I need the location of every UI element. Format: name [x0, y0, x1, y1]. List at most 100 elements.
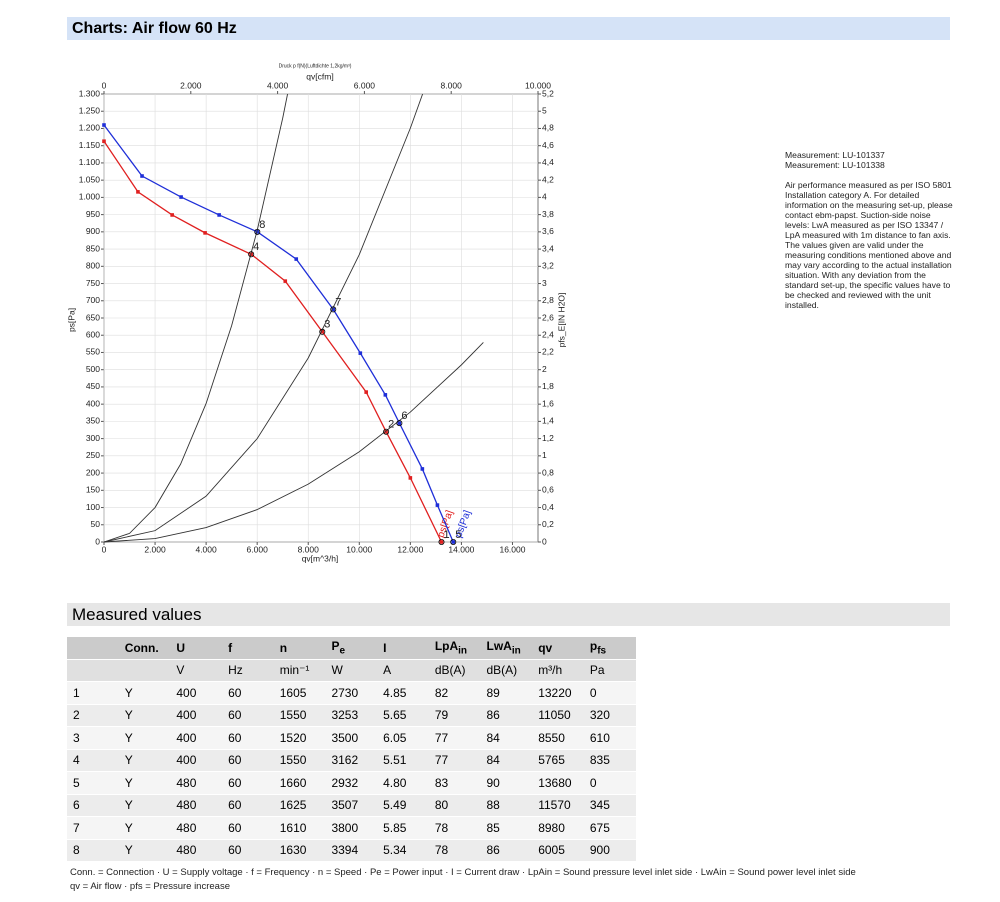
data-point: [383, 393, 388, 397]
data-cell: 88: [480, 794, 533, 816]
data-cell: 3162: [325, 749, 378, 771]
data-point: [102, 123, 106, 127]
y2-tick-label: 0: [542, 536, 547, 546]
operating-point-label: 1: [443, 529, 449, 541]
data-cell: Y: [118, 772, 171, 794]
data-cell: 675: [583, 817, 636, 839]
data-point: [384, 429, 388, 434]
x2-tick-label: 0: [102, 80, 107, 90]
data-cell: 5: [67, 772, 119, 794]
data-cell: 0: [583, 682, 636, 704]
data-cell: 89: [480, 682, 533, 704]
x2-tick-label: 2.000: [180, 80, 202, 90]
x-tick-label: 2.000: [144, 544, 166, 554]
data-cell: 3: [67, 727, 119, 749]
unit-cell: dB(A): [480, 659, 533, 681]
data-cell: 1550: [273, 704, 326, 726]
y2-tick-label: 4,4: [542, 157, 554, 167]
chart: 0501001502002503003504004505005506006507…: [66, 63, 566, 563]
data-point: [451, 540, 456, 544]
data-cell: 8980: [532, 817, 584, 839]
data-cell: 400: [170, 682, 223, 704]
y-tick-label: 350: [86, 416, 100, 426]
data-cell: 86: [480, 704, 533, 726]
header-cell: U: [170, 637, 223, 659]
data-cell: 84: [480, 727, 533, 749]
data-cell: 1550: [273, 749, 326, 771]
y2-tick-label: 2,2: [542, 347, 554, 357]
y2-tick-label: 3,2: [542, 261, 554, 271]
y2-tick-label: 4,6: [542, 140, 554, 150]
header-cell: n: [273, 637, 326, 659]
y-tick-label: 850: [86, 243, 100, 253]
operating-point: [450, 539, 457, 546]
y-tick-label: 1.050: [79, 174, 101, 184]
y2-tick-label: 2,8: [542, 295, 554, 305]
operating-point-label: 6: [401, 410, 407, 422]
y2-tick-label: 2,4: [542, 329, 554, 339]
data-row: 4 Y 400 60 1550 3162 5.51 77 84 5765 835: [67, 749, 636, 771]
footnote: Conn. = Connection · U = Supply voltage …: [70, 866, 856, 894]
data-cell: 1610: [273, 817, 326, 839]
x-tick-label: 10.000: [346, 544, 372, 554]
data-cell: 1625: [273, 794, 326, 816]
operating-point: [248, 251, 255, 258]
y-tick-label: 600: [86, 329, 100, 339]
y2-tick-label: 1,2: [542, 433, 554, 443]
unit-cell: W: [325, 659, 378, 681]
y-axis-label: ps[Pa]: [66, 308, 76, 332]
operating-point: [396, 420, 403, 427]
y-tick-label: 700: [86, 295, 100, 305]
x-axis-label: qv[m^3/h]: [302, 553, 339, 563]
note: Measurement: LU-101338: [785, 160, 885, 170]
data-cell: 3394: [325, 839, 378, 861]
y-tick-label: 300: [86, 433, 100, 443]
operating-point: [383, 428, 390, 435]
y2-tick-label: 2,6: [542, 312, 554, 322]
data-cell: 8: [67, 839, 119, 861]
data-cell: 7: [67, 817, 119, 839]
y2-tick-label: 1,8: [542, 381, 554, 391]
y2-tick-label: 1,6: [542, 398, 554, 408]
data-point: [140, 174, 144, 178]
data-cell: 86: [480, 839, 533, 861]
unit-cell: min⁻¹: [273, 659, 326, 681]
y-tick-label: 450: [86, 381, 100, 391]
data-cell: 85: [480, 817, 533, 839]
y2-tick-label: 0,2: [542, 519, 554, 529]
x2-axis-label: qv[cfm]: [306, 71, 333, 81]
data-cell: 60: [222, 772, 274, 794]
y-tick-label: 150: [86, 485, 100, 495]
y2-tick-label: 5,2: [542, 88, 554, 98]
x2-tick-label: 6.000: [354, 80, 376, 90]
data-cell: 5.85: [377, 817, 429, 839]
data-cell: 4: [67, 749, 119, 771]
y2-tick-label: 0,8: [542, 467, 554, 477]
data-row: 5 Y 480 60 1660 2932 4.80 83 90 13680 0: [67, 772, 636, 794]
data-cell: 400: [170, 749, 223, 771]
data-cell: 5.51: [377, 749, 429, 771]
data-cell: 480: [170, 839, 223, 861]
data-point: [331, 307, 336, 312]
data-point: [102, 139, 106, 144]
data-cell: 11050: [532, 704, 584, 726]
header-text: Conn.: [124, 640, 159, 655]
header-text: LpA: [434, 639, 459, 654]
header-cell: qv: [532, 637, 584, 659]
y2-tick-label: 3: [542, 278, 547, 288]
header-text: p: [589, 639, 598, 654]
data-row: 3 Y 400 60 1520 3500 6.05 77 84 8550 610: [67, 727, 636, 749]
y-tick-label: 950: [86, 209, 100, 219]
y2-tick-label: 1: [542, 450, 547, 460]
data-cell: 60: [222, 749, 274, 771]
data-point: [179, 195, 183, 199]
data-cell: 0: [583, 772, 636, 794]
note: Air performance measured as per ISO 5801…: [785, 180, 953, 310]
data-cell: 90: [480, 772, 533, 794]
data-point: [358, 351, 363, 355]
header-sub: in: [458, 645, 468, 657]
data-cell: 82: [428, 682, 481, 704]
data-point: [320, 329, 325, 334]
